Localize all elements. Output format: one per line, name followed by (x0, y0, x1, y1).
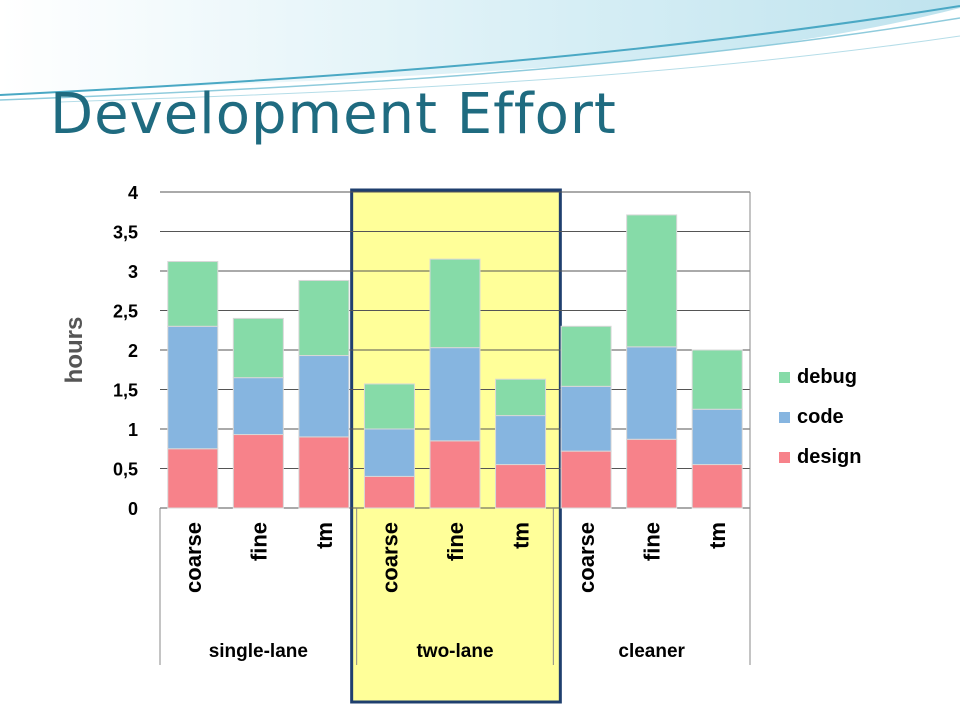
bar-code (167, 325, 219, 450)
bar-design (298, 436, 350, 509)
bar-code (691, 408, 743, 466)
x-tick-label: fine (640, 522, 665, 561)
bar-debug (363, 383, 415, 430)
bar-debug (495, 378, 547, 417)
legend-label-code: code (797, 406, 844, 428)
bar-code (363, 428, 415, 477)
bar-code (626, 346, 678, 440)
legend-label-debug: debug (797, 366, 857, 388)
bar-design (363, 475, 415, 509)
header-decoration (0, 0, 960, 103)
x-tick-label: fine (443, 522, 468, 561)
y-tick-label: 1 (128, 420, 138, 440)
slide-title: Development Effort (50, 82, 617, 147)
bar-design (626, 438, 678, 509)
group-label: single-lane (209, 641, 308, 662)
x-tick-label: tm (705, 522, 730, 549)
bar-code (429, 347, 481, 442)
legend-swatch-design (779, 452, 790, 463)
bar-debug (167, 261, 219, 327)
bar-code (298, 355, 350, 438)
bar-debug (626, 214, 678, 348)
header-wave (0, 0, 960, 95)
header-wave-line (0, 5, 960, 96)
bar-code (232, 377, 284, 436)
x-tick-label: tm (509, 522, 534, 549)
bar-design (429, 440, 481, 509)
y-tick-label: 3 (128, 262, 138, 282)
header-wave-line (59, 35, 960, 103)
bar-design (495, 464, 547, 509)
bar-design (691, 464, 743, 509)
group-label: two-lane (416, 641, 493, 662)
y-tick-label: 2,5 (113, 302, 138, 322)
x-tick-label: tm (312, 522, 337, 549)
y-tick-label: 0,5 (113, 460, 138, 480)
group-label: cleaner (618, 641, 685, 662)
x-tick-label: coarse (574, 522, 599, 593)
x-tick-label: coarse (377, 522, 402, 593)
y-tick-label: 3,5 (113, 223, 138, 243)
bar-code (495, 415, 547, 466)
bar-debug (691, 349, 743, 410)
legend-swatch-debug (779, 372, 790, 383)
x-tick-label: coarse (181, 522, 206, 593)
bar-debug (560, 325, 612, 387)
y-tick-label: 4 (128, 183, 138, 203)
bar-design (560, 450, 612, 509)
bar-debug (232, 317, 284, 379)
header-wave-line (0, 17, 960, 101)
bar-design (167, 448, 219, 509)
y-tick-label: 2 (128, 341, 138, 361)
x-tick-label: fine (246, 522, 271, 561)
bar-design (232, 434, 284, 509)
bar-debug (429, 258, 481, 349)
legend-swatch-code (779, 412, 790, 423)
y-tick-label: 0 (128, 499, 138, 519)
y-axis-label: hours (61, 317, 88, 384)
bar-debug (298, 279, 350, 357)
y-tick-label: 1,5 (113, 381, 138, 401)
bar-code (560, 385, 612, 452)
legend-label-design: design (797, 446, 861, 468)
